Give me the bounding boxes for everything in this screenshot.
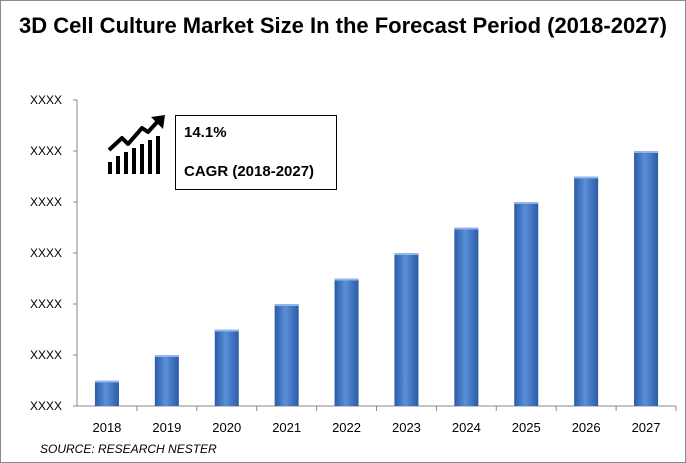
x-tick-label: 2026 <box>572 420 601 435</box>
y-axis-ticks: XXXX XXXX XXXX XXXX XXXX XXXX XXXX <box>30 93 77 413</box>
bar-2027 <box>634 151 659 406</box>
y-tick-label: XXXX <box>30 93 62 107</box>
bar-2026 <box>574 176 599 406</box>
bar-series <box>94 151 659 406</box>
bar-2020 <box>214 329 239 406</box>
bar-top-2027 <box>634 151 659 153</box>
bar-2022 <box>334 278 359 406</box>
y-tick-label: XXXX <box>30 246 62 260</box>
bar-top-2025 <box>514 202 539 204</box>
bar-2021 <box>274 304 299 406</box>
x-tick-label: 2020 <box>212 420 241 435</box>
cagr-label: CAGR (2018-2027) <box>184 163 315 180</box>
y-tick-label: XXXX <box>30 195 62 209</box>
x-tick-label: 2025 <box>512 420 541 435</box>
x-tick-label: 2023 <box>392 420 421 435</box>
chart-title: 3D Cell Culture Market Size In the Forec… <box>18 13 667 38</box>
bar-2024 <box>454 227 479 406</box>
bar-2018 <box>94 380 119 406</box>
x-tick-label: 2021 <box>272 420 301 435</box>
bar-top-2022 <box>334 278 359 281</box>
bar-top-2019 <box>154 355 179 357</box>
x-tick-label: 2027 <box>632 420 661 435</box>
bar-top-2026 <box>574 176 599 179</box>
x-axis-ticks: 2018 2019 2020 2021 2022 2023 2024 2025 2026 2027 <box>92 406 677 435</box>
bar-2023 <box>394 253 419 406</box>
bar-top-2023 <box>394 253 419 255</box>
bar-2019 <box>154 355 179 406</box>
bar-2025 <box>514 202 539 406</box>
y-tick-label: XXXX <box>30 297 62 311</box>
cagr-value: 14.1% <box>184 124 227 141</box>
source-note: SOURCE: RESEARCH NESTER <box>40 442 217 456</box>
bar-top-2024 <box>454 227 479 230</box>
bar-top-2020 <box>214 329 239 332</box>
x-tick-label: 2019 <box>152 420 181 435</box>
bar-top-2018 <box>94 380 119 383</box>
bar-top-2021 <box>274 304 299 306</box>
y-tick-label: XXXX <box>30 399 62 413</box>
y-tick-label: XXXX <box>30 348 62 362</box>
cagr-callout: 14.1% CAGR (2018-2027) <box>175 115 337 190</box>
growth-chart-icon <box>107 115 165 174</box>
x-tick-label: 2022 <box>332 420 361 435</box>
x-tick-label: 2024 <box>452 420 481 435</box>
y-tick-label: XXXX <box>30 144 62 158</box>
x-tick-label: 2018 <box>92 420 121 435</box>
